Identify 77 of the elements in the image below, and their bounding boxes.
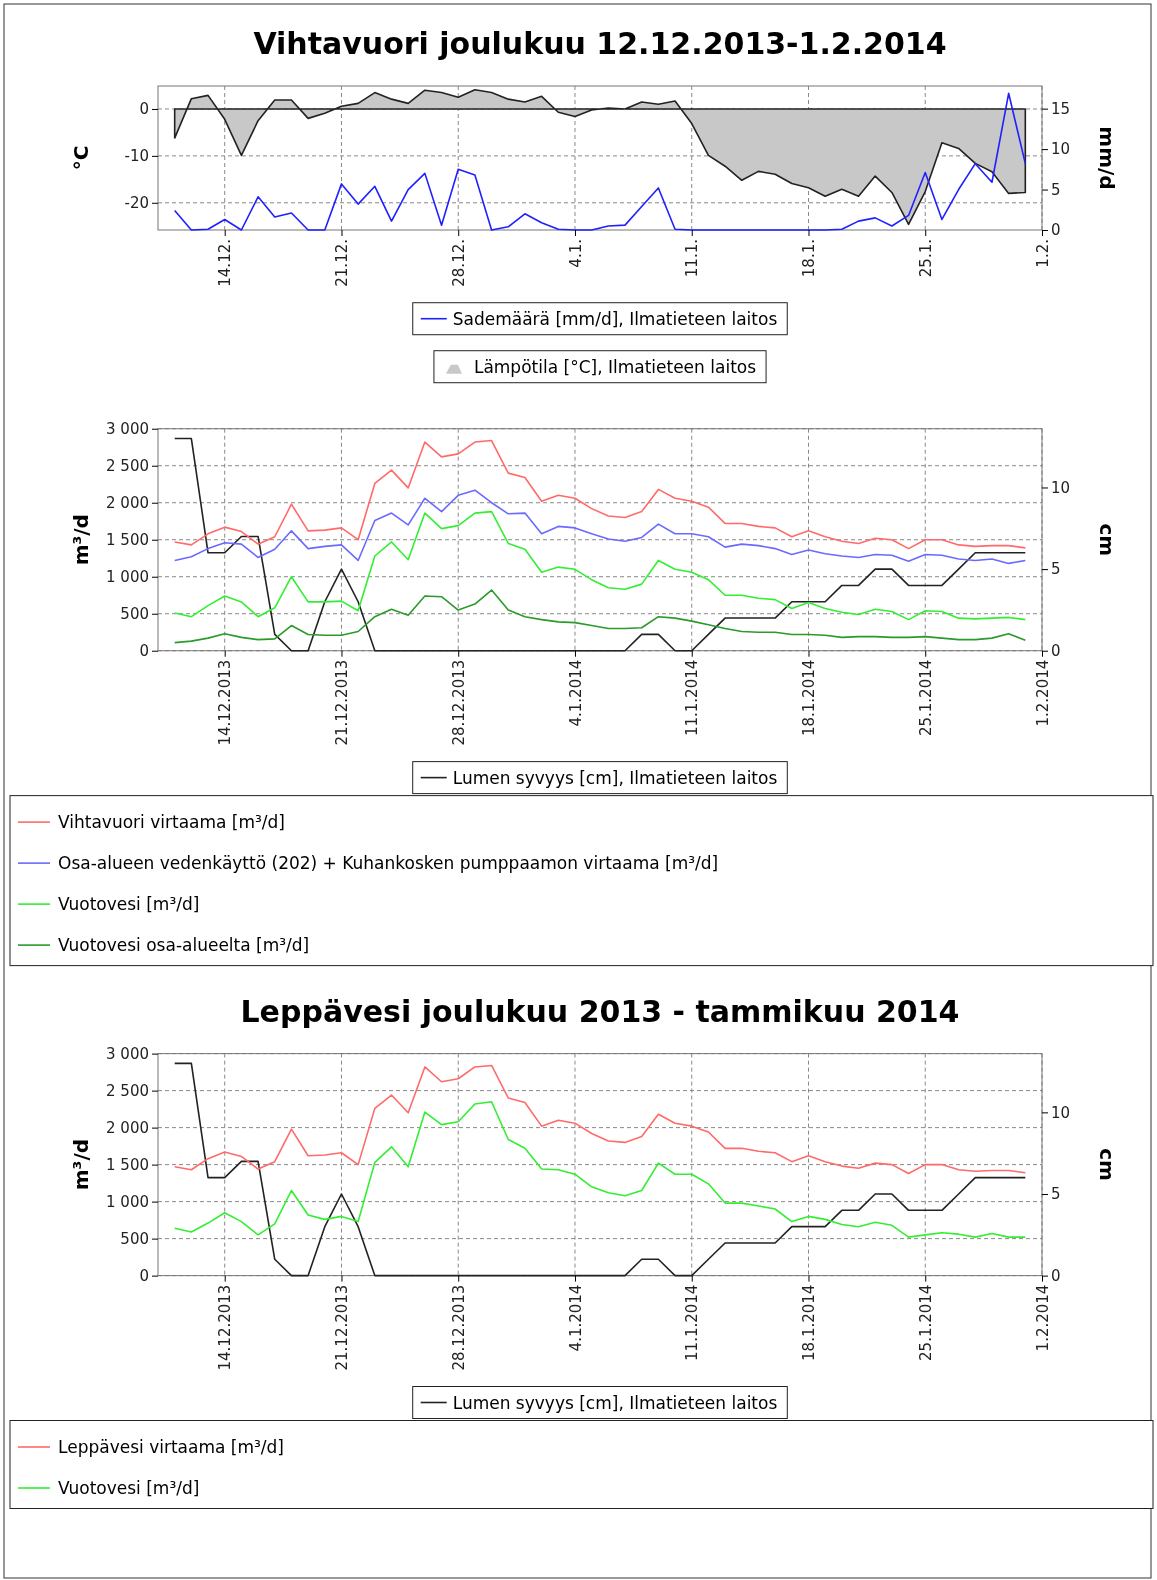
line-series [173,589,1027,644]
y2-tick-label: 0 [1051,1266,1061,1285]
y2-tick-label: 10 [1051,478,1071,497]
y2-tick-label: 5 [1051,180,1061,199]
y2-tick-label: 10 [1051,140,1071,159]
legend-label: Leppävesi virtaama [m³/d] [58,1437,284,1457]
line-series [173,437,1027,652]
x-tick-label: 14.12.2013 [216,659,235,746]
y2-tick-label: 15 [1051,99,1071,118]
x-tick-label: 4.1.2014 [566,659,585,727]
legend-label: Vuotovesi osa-alueelta [m³/d] [58,935,310,956]
y-tick-label: 1 500 [106,1155,149,1174]
y-tick-label: 500 [120,1229,149,1248]
x-tick-label: 25.1. [917,239,935,278]
y-axis-title: m³/d [69,1138,93,1191]
legend-label: Vuotovesi [m³/d] [58,1478,200,1498]
chart-title: Leppävesi joulukuu 2013 - tammikuu 2014 [240,993,960,1029]
y-axis-title: m³/d [69,514,93,566]
y-tick-label: 1 500 [106,531,149,550]
x-tick-label: 18.1.2014 [800,1284,819,1361]
y-axis-title: °C [69,145,93,171]
x-tick-label: 25.1.2014 [917,1284,935,1361]
x-tick-label: 18.1. [800,239,819,278]
y2-axis-title: cm [1095,523,1119,557]
x-tick-label: 1.2.2014 [1033,659,1052,727]
x-tick-label: 25.1.2014 [917,659,935,737]
line-series [173,489,1027,565]
x-tick-label: 1.2.2014 [1033,1284,1052,1352]
x-tick-label: 11.1.2014 [683,659,702,737]
y-tick-label: -10 [124,147,149,166]
y-tick-label: 2 000 [106,1118,149,1137]
legend-label: Sademäärä [mm/d], Ilmatieteen laitos [452,308,778,329]
y-tick-label: 3 000 [106,1044,149,1063]
y-tick-label: 2 500 [106,1081,149,1100]
y2-tick-label: 10 [1051,1103,1071,1122]
x-tick-label: 28.12.2013 [449,659,468,746]
y-tick-label: 2 500 [106,457,149,476]
x-tick-label: 14.12. [216,239,235,287]
y2-tick-label: 5 [1051,1185,1061,1204]
y-tick-label: 0 [139,100,149,119]
x-tick-label: 21.12. [333,239,352,287]
x-tick-label: 14.12.2013 [216,1284,235,1371]
line-series [173,1064,1027,1175]
x-tick-label: 11.1. [683,239,702,278]
legend-label: Lumen syvyys [cm], Ilmatieteen laitos [452,767,778,788]
x-tick-label: 21.12.2013 [333,1284,352,1371]
x-tick-label: 28.12. [449,239,468,287]
legend-label: Lumen syvyys [cm], Ilmatieteen laitos [452,1392,778,1413]
line-series [173,1062,1027,1277]
x-tick-label: 11.1.2014 [683,1284,702,1361]
line-series [173,1100,1027,1238]
x-tick-label: 4.1.2014 [566,1284,585,1352]
line-series [173,439,1027,550]
y-tick-label: 0 [139,642,149,661]
legend-label: Vuotovesi [m³/d] [58,894,200,915]
y-tick-label: 2 000 [106,494,149,513]
y-tick-label: -20 [124,194,149,213]
y-tick-label: 1 000 [106,1192,149,1211]
chart-title: Vihtavuori joulukuu 12.12.2013-1.2.2014 [253,26,947,61]
y2-axis-title: cm [1095,1148,1119,1181]
y2-tick-label: 0 [1051,221,1061,240]
x-tick-label: 1.2. [1033,239,1052,268]
y-tick-label: 1 000 [106,568,149,587]
y-tick-label: 500 [120,605,149,624]
x-tick-label: 18.1.2014 [800,659,819,737]
legend-label: Lämpötila [°C], Ilmatieteen laitos [473,356,757,377]
y2-tick-label: 5 [1051,560,1061,579]
x-tick-label: 21.12.2013 [333,659,352,746]
y2-tick-label: 0 [1051,642,1061,661]
y-tick-label: 3 000 [106,420,149,439]
y-tick-label: 0 [139,1266,149,1285]
line-series [173,510,1027,621]
x-tick-label: 4.1. [566,239,585,268]
x-tick-label: 28.12.2013 [449,1284,468,1371]
y2-axis-title: mm/d [1095,126,1119,190]
legend-label: Osa-alueen vedenkäyttö (202) + Kuhankosken pumppaamon virtaama [m³/d] [58,853,719,874]
legend-label: Vihtavuori virtaama [m³/d] [58,812,286,833]
